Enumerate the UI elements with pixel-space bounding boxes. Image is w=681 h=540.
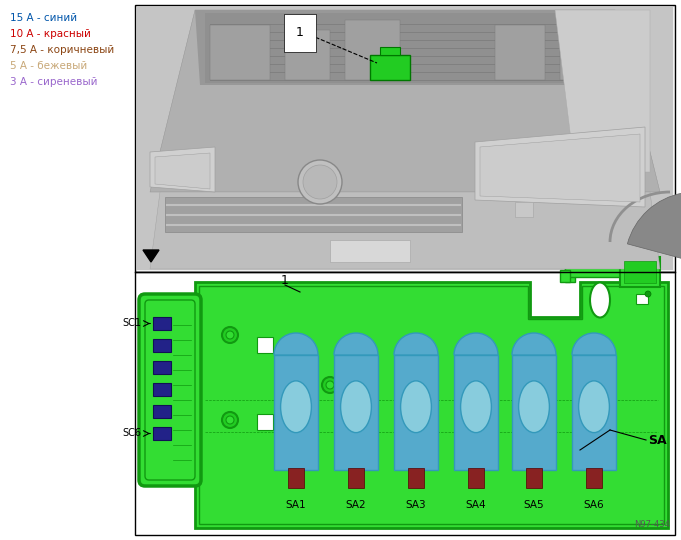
Wedge shape	[334, 333, 378, 355]
Polygon shape	[137, 7, 673, 270]
Ellipse shape	[400, 381, 431, 433]
Bar	[153, 361, 171, 374]
Bar	[135, 272, 675, 535]
Text: 3 А - сиреневый: 3 А - сиреневый	[10, 77, 97, 87]
Bar	[153, 383, 171, 396]
Polygon shape	[195, 10, 615, 85]
Bar	[408, 468, 424, 488]
Ellipse shape	[519, 381, 550, 433]
Bar	[624, 261, 656, 283]
Bar	[454, 355, 498, 470]
Text: SA1: SA1	[286, 500, 306, 510]
Polygon shape	[475, 127, 645, 207]
Text: N97-434: N97-434	[634, 520, 670, 529]
Text: 5 А - бежевый: 5 А - бежевый	[10, 61, 87, 71]
Circle shape	[322, 377, 338, 393]
Bar	[560, 270, 570, 282]
Circle shape	[222, 327, 238, 343]
Bar	[257, 414, 273, 430]
Bar	[380, 47, 400, 55]
Bar	[288, 468, 304, 488]
Bar	[257, 337, 273, 353]
Bar	[586, 468, 602, 488]
Bar	[153, 339, 171, 352]
Bar	[153, 317, 171, 330]
Bar	[205, 13, 605, 83]
Text: SA2: SA2	[346, 500, 366, 510]
Text: SA3: SA3	[406, 500, 426, 510]
Bar	[153, 405, 171, 418]
Wedge shape	[572, 333, 616, 355]
Bar	[572, 355, 616, 470]
Ellipse shape	[281, 381, 311, 433]
Bar	[526, 468, 542, 488]
Wedge shape	[627, 193, 681, 262]
Bar	[274, 355, 318, 470]
Bar	[348, 468, 364, 488]
Bar	[495, 25, 545, 80]
Bar	[285, 30, 330, 80]
Ellipse shape	[460, 381, 492, 433]
Bar	[620, 257, 660, 287]
Polygon shape	[370, 55, 410, 80]
Wedge shape	[274, 333, 318, 355]
Ellipse shape	[590, 282, 610, 318]
Circle shape	[326, 381, 334, 389]
Text: SA6: SA6	[584, 500, 604, 510]
Circle shape	[222, 412, 238, 428]
Polygon shape	[150, 10, 660, 192]
Bar	[512, 355, 556, 470]
Polygon shape	[555, 10, 650, 172]
Polygon shape	[480, 134, 640, 202]
Polygon shape	[155, 153, 210, 189]
Bar	[636, 294, 648, 304]
Wedge shape	[394, 333, 438, 355]
Ellipse shape	[340, 381, 371, 433]
Bar	[565, 267, 575, 282]
Circle shape	[226, 331, 234, 339]
Polygon shape	[143, 250, 159, 262]
Wedge shape	[454, 333, 498, 355]
Polygon shape	[150, 192, 660, 269]
Bar	[394, 355, 438, 470]
Circle shape	[645, 291, 651, 297]
Bar	[210, 25, 270, 80]
Bar	[468, 468, 484, 488]
Text: SC1: SC1	[122, 319, 141, 328]
Text: SC6: SC6	[122, 429, 141, 438]
Bar	[330, 240, 410, 262]
Circle shape	[226, 416, 234, 424]
Text: 7,5 А - коричневый: 7,5 А - коричневый	[10, 45, 114, 55]
Circle shape	[303, 165, 337, 199]
Text: 15 А - синий: 15 А - синий	[10, 13, 77, 23]
Ellipse shape	[579, 381, 609, 433]
Bar	[165, 197, 462, 232]
Bar	[153, 427, 171, 440]
Polygon shape	[150, 147, 215, 192]
Text: SA4: SA4	[466, 500, 486, 510]
Bar	[334, 355, 378, 470]
Bar	[565, 267, 625, 277]
Text: 1: 1	[281, 273, 289, 287]
Polygon shape	[195, 282, 668, 528]
Circle shape	[298, 160, 342, 204]
FancyBboxPatch shape	[139, 294, 201, 486]
Text: 1: 1	[296, 26, 304, 39]
Bar	[560, 32, 600, 80]
Bar	[515, 202, 533, 217]
Text: SA: SA	[648, 434, 667, 447]
Wedge shape	[512, 333, 556, 355]
Text: 10 А - красный: 10 А - красный	[10, 29, 91, 39]
Text: SA5: SA5	[524, 500, 544, 510]
Bar	[135, 5, 675, 272]
Bar	[345, 20, 400, 80]
